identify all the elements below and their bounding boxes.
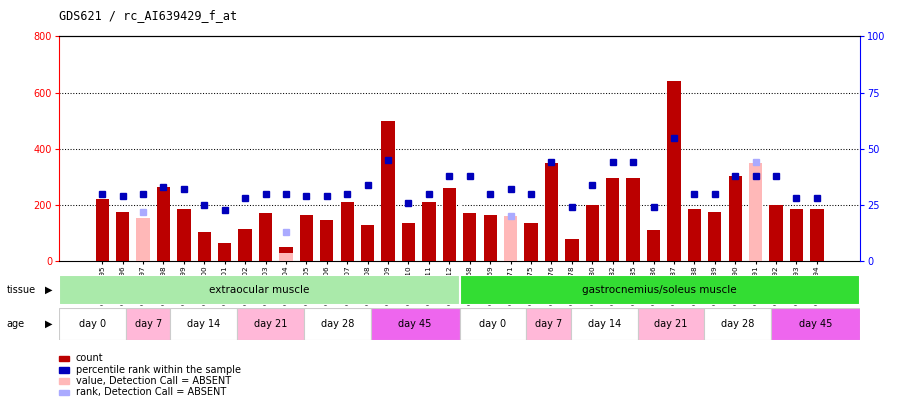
Bar [136, 230, 149, 261]
Bar [463, 213, 477, 261]
Bar [708, 212, 722, 261]
Bar [361, 225, 374, 261]
Text: day 28: day 28 [721, 319, 754, 329]
Text: age: age [6, 319, 25, 329]
Bar [571, 308, 638, 340]
Bar [299, 215, 313, 261]
Bar [704, 308, 771, 340]
Text: day 0: day 0 [480, 319, 507, 329]
Bar [442, 188, 456, 261]
Bar [116, 212, 129, 261]
Bar [96, 199, 109, 261]
Bar [59, 308, 126, 340]
Text: day 45: day 45 [799, 319, 832, 329]
Text: count: count [76, 354, 103, 363]
Bar [771, 308, 860, 340]
Text: ▶: ▶ [45, 319, 52, 329]
Bar [279, 253, 293, 261]
Bar [647, 230, 660, 261]
Bar [126, 308, 170, 340]
Text: ▶: ▶ [45, 285, 52, 295]
Bar [259, 213, 272, 261]
Bar [304, 308, 370, 340]
Bar [157, 187, 170, 261]
Text: day 7: day 7 [135, 319, 162, 329]
Bar [749, 212, 763, 261]
Bar [170, 308, 238, 340]
Bar [370, 308, 460, 340]
Bar [136, 217, 149, 261]
Bar [545, 163, 558, 261]
Bar [402, 223, 415, 261]
Text: tissue: tissue [6, 285, 35, 295]
Bar [320, 220, 333, 261]
Bar [565, 239, 579, 261]
Bar [483, 215, 497, 261]
Bar [504, 216, 517, 261]
Bar [526, 308, 571, 340]
Text: percentile rank within the sample: percentile rank within the sample [76, 365, 240, 375]
Text: day 21: day 21 [254, 319, 288, 329]
Text: day 14: day 14 [588, 319, 621, 329]
Text: GDS621 / rc_AI639429_f_at: GDS621 / rc_AI639429_f_at [59, 9, 238, 22]
Text: day 28: day 28 [320, 319, 354, 329]
Bar [810, 209, 824, 261]
Bar [197, 232, 211, 261]
Bar [218, 243, 231, 261]
Bar [340, 202, 354, 261]
Bar [606, 178, 620, 261]
Bar [729, 175, 742, 261]
Bar [238, 229, 252, 261]
Text: day 14: day 14 [187, 319, 220, 329]
Bar [586, 205, 599, 261]
Bar [381, 121, 395, 261]
Text: gastrocnemius/soleus muscle: gastrocnemius/soleus muscle [582, 285, 737, 295]
Bar [422, 202, 436, 261]
Text: day 7: day 7 [535, 319, 562, 329]
Bar [638, 308, 704, 340]
Bar [59, 275, 460, 305]
Bar [460, 308, 526, 340]
Text: extraocular muscle: extraocular muscle [209, 285, 309, 295]
Bar [790, 209, 804, 261]
Text: day 21: day 21 [654, 319, 688, 329]
Bar [749, 163, 763, 261]
Bar [279, 247, 293, 261]
Text: value, Detection Call = ABSENT: value, Detection Call = ABSENT [76, 376, 230, 386]
Bar [524, 223, 538, 261]
Bar [177, 209, 190, 261]
Bar [667, 81, 681, 261]
Text: day 45: day 45 [399, 319, 431, 329]
Bar [770, 205, 783, 261]
Bar [460, 275, 860, 305]
Text: day 0: day 0 [79, 319, 106, 329]
Bar [688, 209, 701, 261]
Bar [504, 217, 517, 261]
Bar [626, 178, 640, 261]
Text: rank, Detection Call = ABSENT: rank, Detection Call = ABSENT [76, 388, 226, 397]
Bar [238, 308, 304, 340]
